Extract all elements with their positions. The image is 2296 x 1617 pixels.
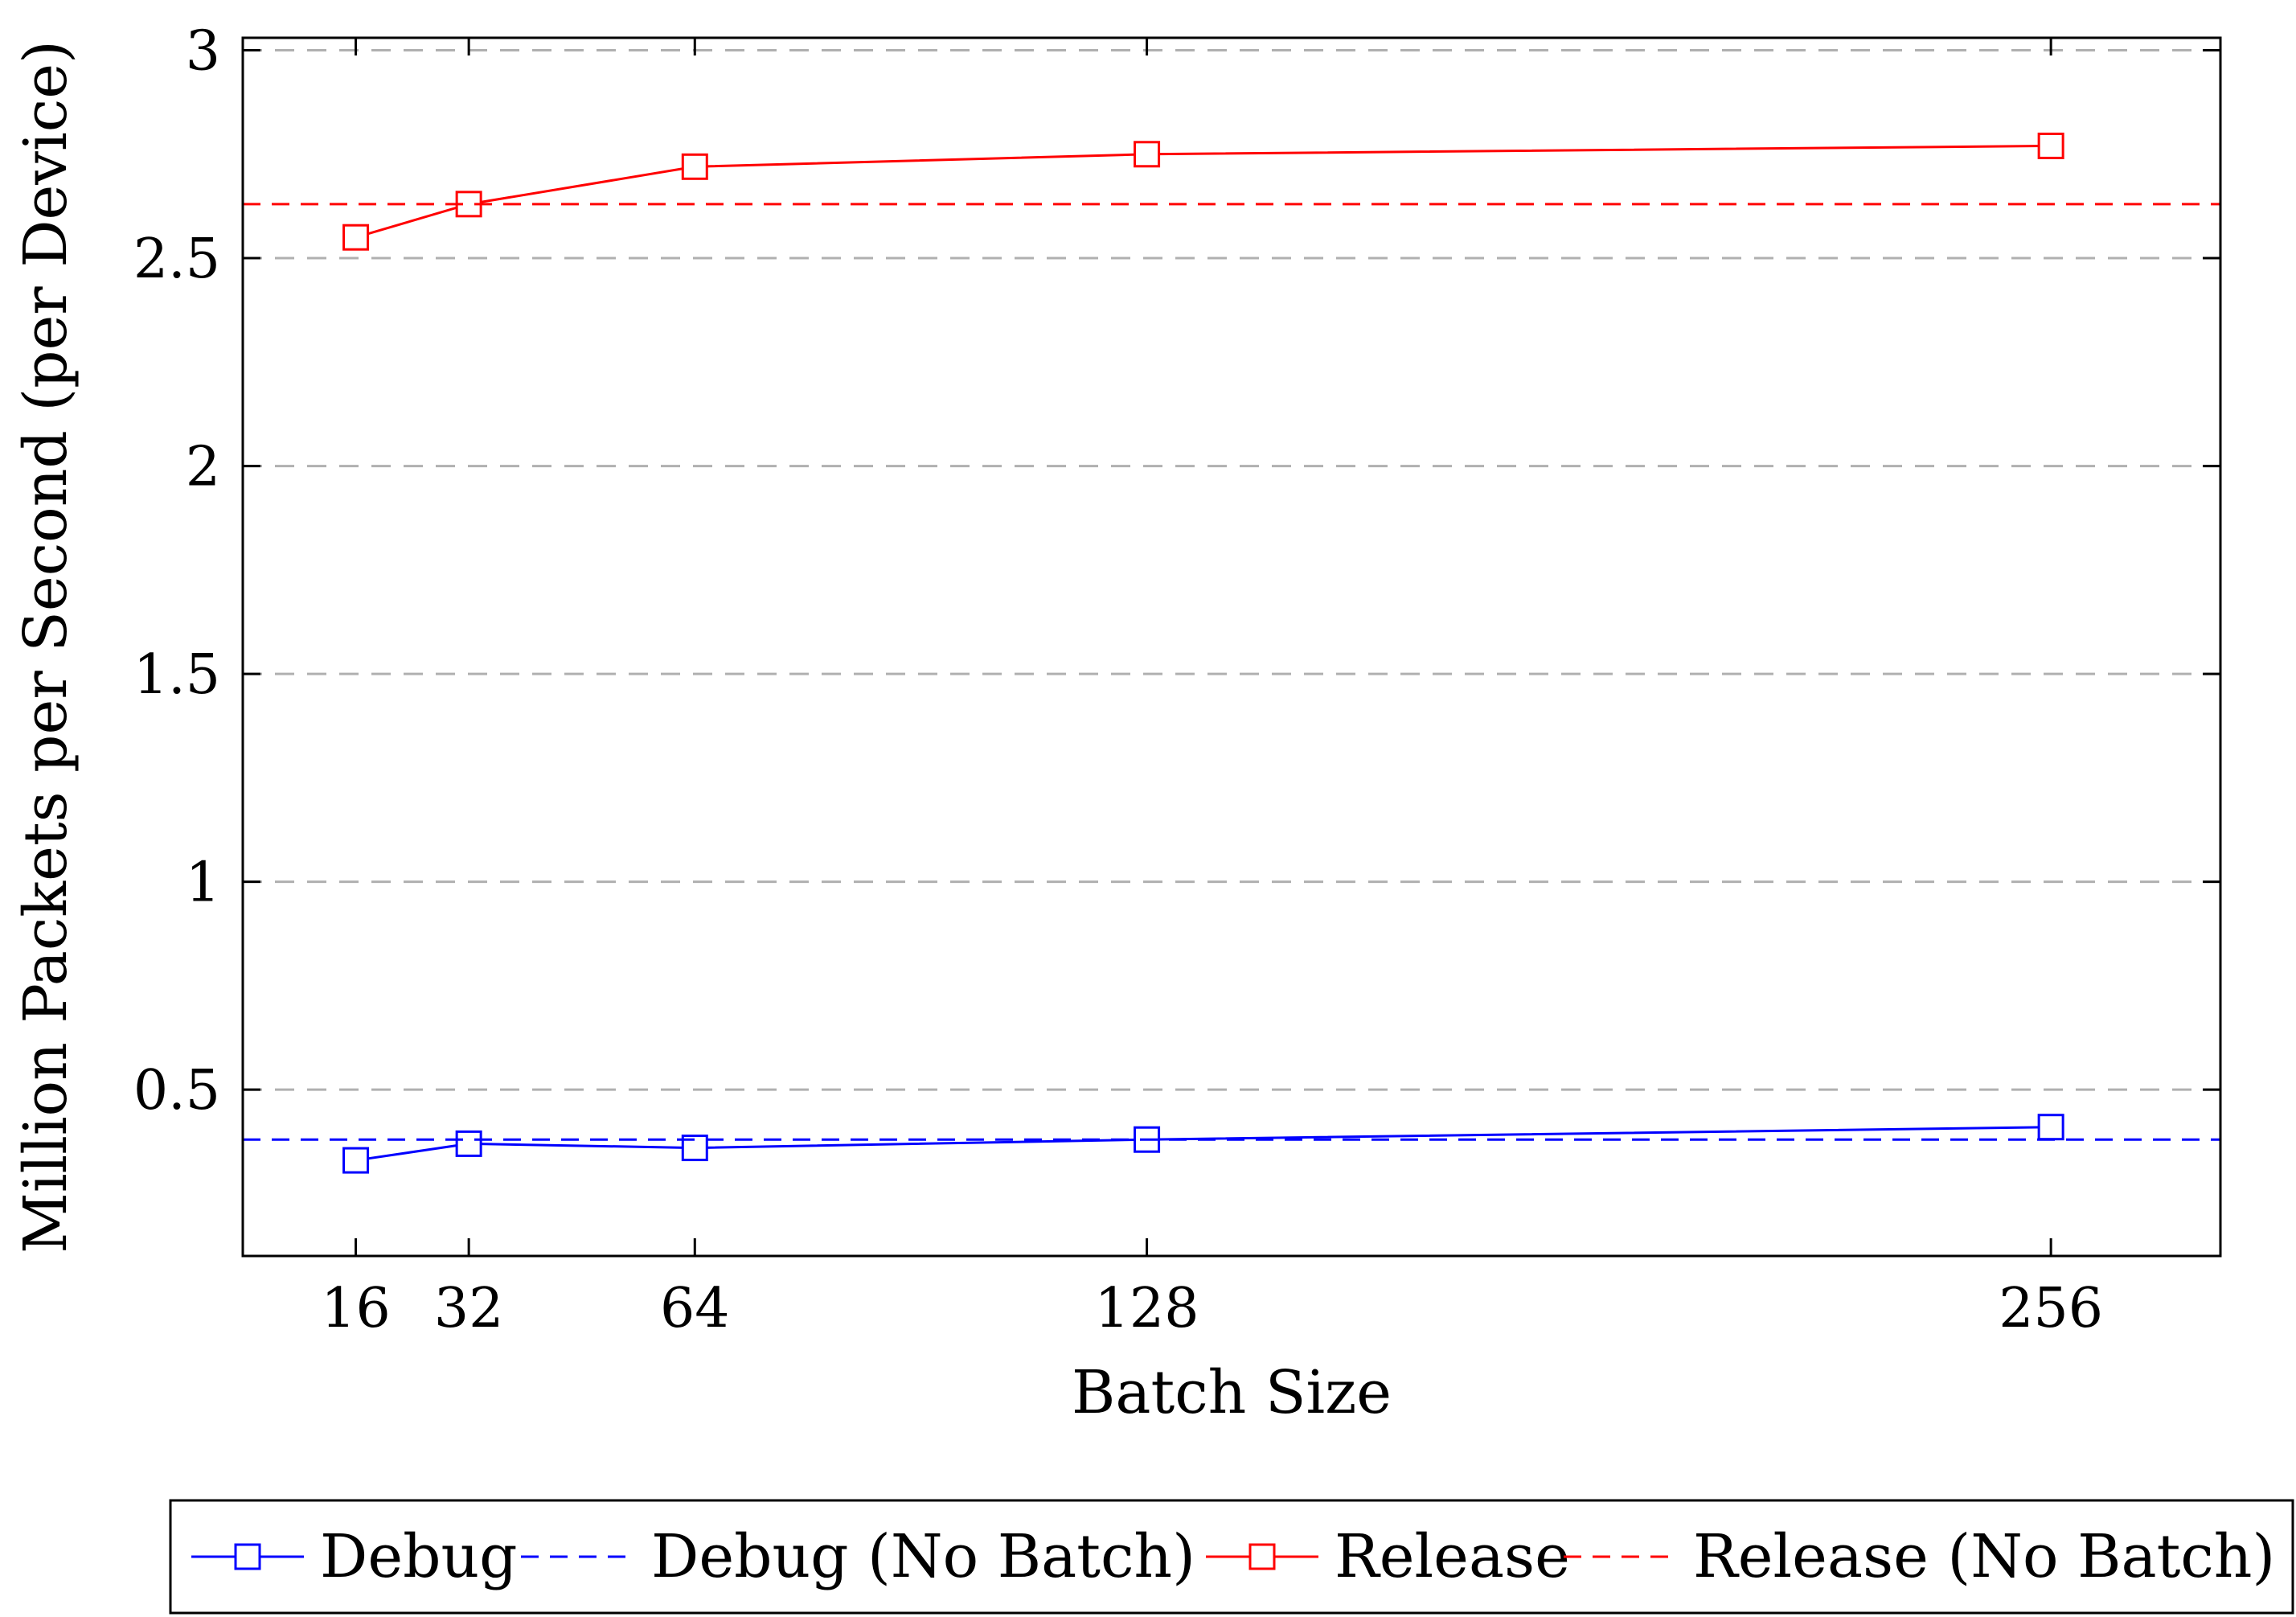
data-point-marker bbox=[2037, 1114, 2064, 1141]
legend-entry: Release (No Batch) bbox=[1564, 1522, 2275, 1591]
legend-label: Release (No Batch) bbox=[1693, 1522, 2275, 1591]
series-layer bbox=[243, 132, 2220, 1174]
data-point-marker bbox=[2037, 132, 2064, 159]
legend-entry: Debug bbox=[191, 1522, 518, 1591]
y-tick-label: 0.5 bbox=[133, 1059, 220, 1122]
series-line bbox=[355, 144, 2052, 239]
legend-label: Release bbox=[1335, 1522, 1570, 1591]
y-tick-label: 1 bbox=[186, 852, 220, 915]
series-release bbox=[342, 132, 2064, 251]
x-tick-label: 128 bbox=[1095, 1277, 1199, 1340]
y-tick-labels: 0.5 1 1.5 2 2.5 3 bbox=[133, 20, 220, 1123]
x-tick-label: 16 bbox=[321, 1277, 391, 1340]
legend-swatch-marker bbox=[1248, 1543, 1276, 1570]
grid-layer bbox=[243, 49, 2220, 1091]
x-axis-label: Batch Size bbox=[1072, 1358, 1392, 1427]
data-point-marker bbox=[681, 153, 708, 180]
series-debug bbox=[342, 1114, 2064, 1174]
y-tick-label: 3 bbox=[186, 20, 220, 84]
y-axis-label: Million Packets per Second (per Device) bbox=[11, 40, 80, 1254]
plot-area-frame bbox=[241, 36, 2222, 1258]
legend-label: Debug (No Batch) bbox=[651, 1522, 1195, 1591]
y-tick-label: 2.5 bbox=[133, 228, 220, 291]
legend-entry: Release bbox=[1206, 1522, 1570, 1591]
x-tick-label: 256 bbox=[1999, 1277, 2103, 1340]
legend-entry: Debug (No Batch) bbox=[521, 1522, 1195, 1591]
y-tick-label: 2 bbox=[186, 436, 220, 499]
legend-swatch-marker bbox=[234, 1543, 261, 1570]
x-tick-labels: 16 32 64 128 256 bbox=[321, 1277, 2103, 1340]
legend-label: Debug bbox=[320, 1522, 518, 1591]
data-point-marker bbox=[342, 224, 370, 251]
data-point-marker bbox=[455, 1130, 482, 1157]
legend: Debug Debug (No Batch) Release Release (No … bbox=[169, 1499, 2294, 1615]
tick-marks bbox=[243, 38, 2220, 1256]
data-point-marker bbox=[342, 1147, 370, 1174]
data-point-marker bbox=[1134, 141, 1161, 168]
series-line bbox=[355, 1126, 2052, 1162]
x-tick-label: 64 bbox=[660, 1277, 730, 1340]
x-tick-label: 32 bbox=[434, 1277, 504, 1340]
y-tick-label: 1.5 bbox=[133, 643, 220, 707]
